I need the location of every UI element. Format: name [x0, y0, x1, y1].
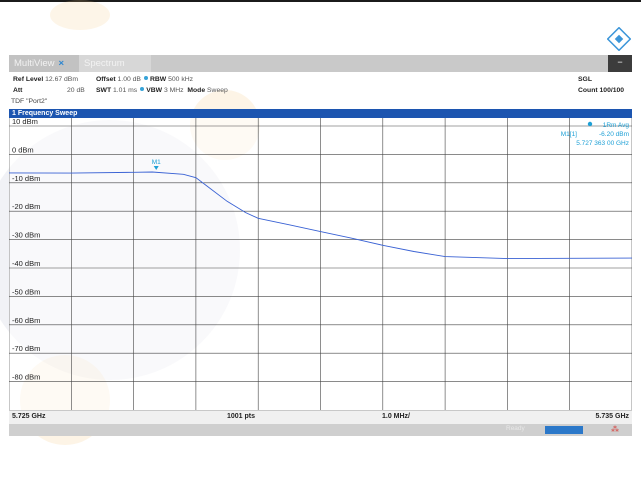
coupled-dot-icon: [143, 76, 148, 80]
plot-footer: 5.725 GHz 1001 pts 1.0 MHz/ 5.735 GHz: [9, 410, 632, 424]
sgl-indicator: SGL: [578, 76, 592, 83]
swt-param: SWT 1.01 ms VBW 3 MHz Mode Sweep: [96, 87, 228, 94]
y-tick-label: -30 dBm: [12, 231, 40, 240]
status-text: Ready: [506, 425, 525, 432]
marker-m1-label: M1: [152, 159, 161, 166]
window-title-bar[interactable]: 1 Frequency Sweep: [9, 109, 632, 118]
y-tick-label: -80 dBm: [12, 373, 40, 382]
span-label: 1.0 MHz/: [382, 413, 411, 420]
y-tick-label: 10 dBm: [12, 118, 38, 126]
progress-bar: [545, 426, 583, 434]
att-param: Att: [13, 87, 23, 94]
trace-indicator-icon: [587, 121, 593, 127]
background-decoration: [50, 0, 110, 30]
status-bar: Ready ⁂: [9, 424, 632, 436]
menu-icon: −: [617, 57, 623, 67]
trace-1-line: [9, 171, 632, 260]
tab-bar: MultiView × Spectrum −: [9, 55, 632, 72]
y-tick-label: -40 dBm: [12, 259, 40, 268]
y-tick-label: -70 dBm: [12, 344, 40, 353]
tab-multiview-label: MultiView: [14, 58, 55, 69]
menu-button[interactable]: −: [608, 55, 632, 72]
top-border: [0, 0, 641, 2]
tab-close-icon[interactable]: ×: [58, 58, 65, 69]
marker-readout-level: -6.20 dBm: [599, 131, 629, 138]
marker-readout-name: M1[1]: [561, 131, 577, 138]
tdf-label: TDF "Port2": [11, 98, 48, 105]
points-label: 1001 pts: [227, 413, 256, 420]
diamond-logo-icon: [607, 27, 631, 51]
window-title: 1 Frequency Sweep: [12, 110, 78, 117]
x-start-label: 5.725 GHz: [12, 413, 46, 420]
x-stop-label: 5.735 GHz: [595, 413, 629, 420]
warning-icon[interactable]: ⁂: [611, 425, 619, 434]
y-tick-label: -10 dBm: [12, 174, 40, 183]
trace-label: 1Rm Avg: [603, 122, 630, 129]
coupled-dot-icon: [140, 87, 145, 91]
att-value: 20 dB: [67, 87, 85, 94]
spectrum-plot[interactable]: 10 dBm 0 dBm -10 dBm -20 dBm -30 dBm -40 dBm -…: [9, 118, 632, 410]
plot-grid: [9, 118, 632, 410]
y-tick-label: -50 dBm: [12, 287, 40, 296]
y-tick-label: 0 dBm: [12, 145, 34, 154]
offset-param: Offset 1.00 dB RBW 500 kHz: [96, 76, 194, 83]
sweep-count: Count 100/100: [578, 87, 625, 94]
marker-m1-icon: [153, 166, 159, 171]
tab-spectrum[interactable]: Spectrum: [79, 55, 151, 72]
ref-level-param: Ref Level 12.67 dBm: [13, 76, 78, 83]
y-tick-label: -20 dBm: [12, 202, 40, 211]
tab-spectrum-label: Spectrum: [84, 58, 125, 69]
marker-readout-freq: 5.727 363 00 GHz: [576, 140, 629, 147]
y-tick-label: -60 dBm: [12, 316, 40, 325]
